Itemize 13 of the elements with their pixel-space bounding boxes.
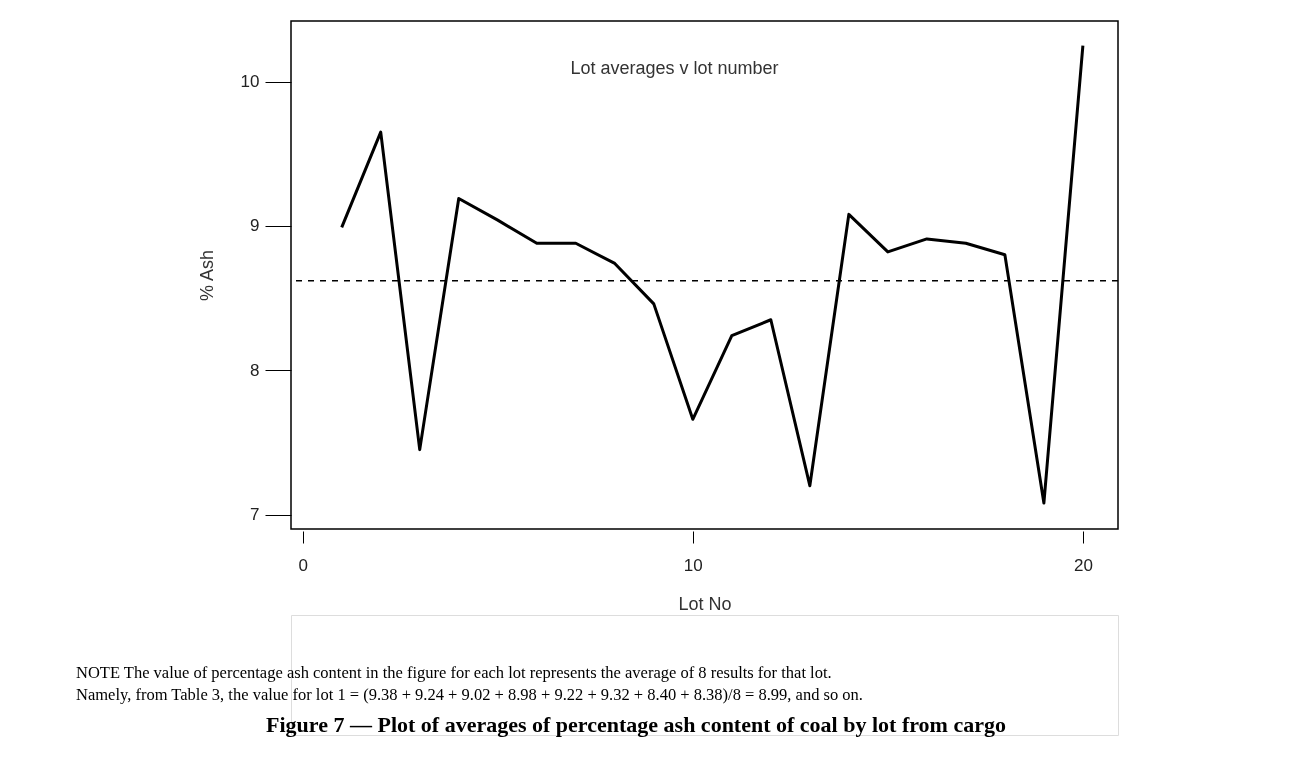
y-tick-label: 10: [240, 72, 260, 92]
text: NOTE The value of percentage ash content in the figure for each lot represents the average of 8 results for that lot.: [76, 663, 832, 682]
y-tick-label: 7: [250, 505, 260, 525]
x-tick-label: 10: [683, 555, 703, 575]
text: Namely, from Table 3, the value for lot 1 = (9.38 + 9.24 + 9.02 + 8.98 + 9.22 + 9.32 + 8.40 + 8.38)/8 = 8.99, and so on.: [76, 685, 863, 704]
caption: Figure 7 — Plot of averages of percentage ash content of coal by lot from cargo: [266, 712, 1006, 737]
x-axis-title: Lot No: [678, 593, 732, 614]
y-tick-label: 8: [250, 360, 260, 380]
x-tick-label: 0: [298, 555, 308, 575]
text: Lot averages v lot number: [570, 58, 779, 78]
y-tick-label: 9: [250, 216, 260, 236]
y-axis-title: % Ash: [196, 249, 217, 302]
x-tick-label: 20: [1073, 555, 1093, 575]
